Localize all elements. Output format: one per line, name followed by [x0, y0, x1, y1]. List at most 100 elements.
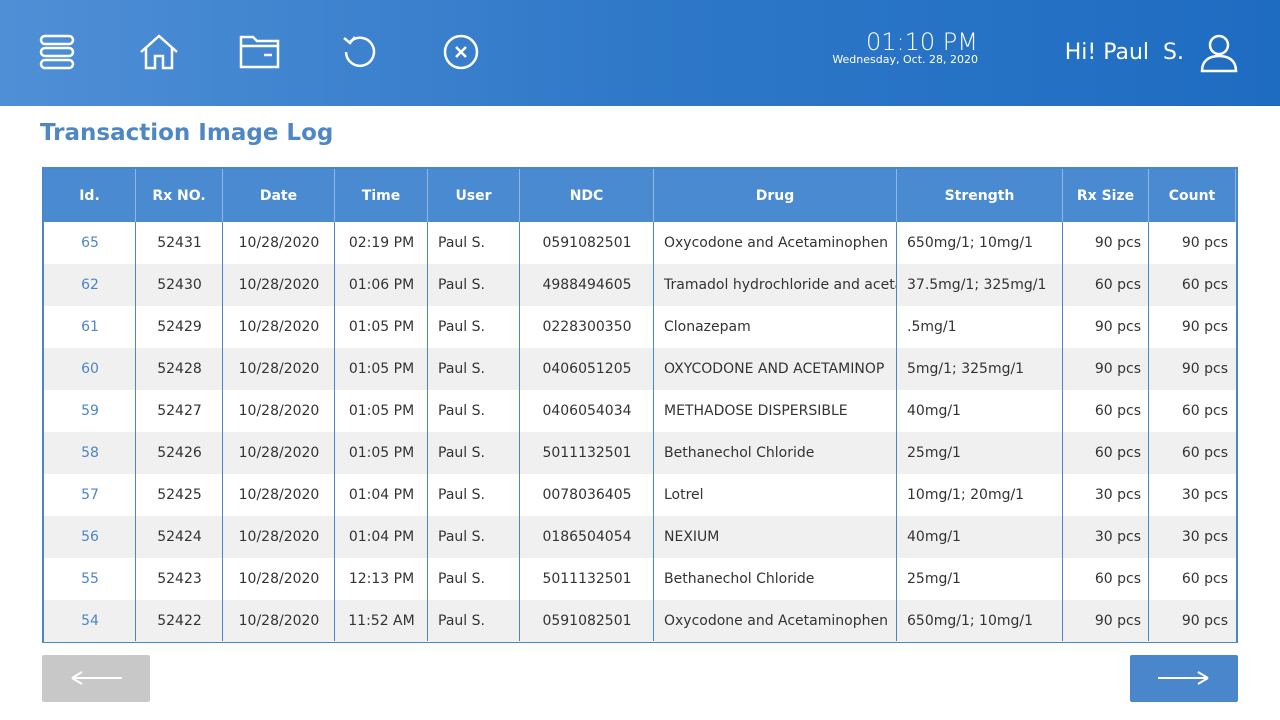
column-divider — [334, 222, 335, 641]
refresh-icon[interactable] — [340, 32, 380, 72]
menu-icon[interactable] — [38, 33, 78, 71]
table-row — [44, 432, 1236, 474]
table-cell: 0078036405 — [542, 487, 632, 503]
table-cell: Paul S. — [438, 277, 485, 293]
column-header: Date — [223, 169, 335, 222]
table-cell: 30 pcs — [1094, 487, 1141, 503]
next-button[interactable] — [1130, 655, 1238, 702]
column-header: User — [428, 169, 520, 222]
cancel-icon[interactable] — [442, 33, 482, 71]
table-cell: 650mg/1; 10mg/1 — [907, 235, 1033, 251]
table-cell: 60 pcs — [1181, 277, 1228, 293]
table-cell: 0591082501 — [542, 235, 632, 251]
table-cell: 10/28/2020 — [238, 403, 320, 419]
home-icon[interactable] — [138, 32, 180, 72]
top-bar: 01:10 PM Wednesday, Oct. 28, 2020 Hi! Pa… — [0, 0, 1280, 106]
table-cell: 52429 — [157, 319, 202, 335]
table-cell: Tramadol hydrochloride and acetam — [664, 277, 897, 293]
arrow-right — [1158, 671, 1209, 685]
table-row — [44, 348, 1236, 390]
table-cell: 52427 — [157, 403, 202, 419]
table-cell: 10/28/2020 — [238, 445, 320, 461]
table-cell: 60 pcs — [1094, 445, 1141, 461]
table-cell: 60 pcs — [1094, 571, 1141, 587]
table-cell: 12:13 PM — [348, 571, 415, 587]
table-cell: 30 pcs — [1094, 529, 1141, 545]
table-cell: 62 — [81, 277, 99, 293]
table-cell: 65 — [81, 235, 99, 251]
table-cell: 52422 — [157, 613, 202, 629]
column-divider — [427, 222, 428, 641]
folder-icon[interactable] — [238, 33, 282, 71]
column-header: Count — [1149, 169, 1236, 222]
table-cell: 58 — [81, 445, 99, 461]
table-cell: 01:05 PM — [348, 445, 415, 461]
column-header: Strength — [897, 169, 1063, 222]
table-cell: 61 — [81, 319, 99, 335]
table-cell: Paul S. — [438, 529, 485, 545]
arrow-left — [71, 671, 122, 685]
column-header: Drug — [654, 169, 897, 222]
table-cell: Paul S. — [438, 487, 485, 503]
column-header: Rx Size — [1063, 169, 1149, 222]
table-cell: Paul S. — [438, 445, 485, 461]
user-greeting: Hi! Paul S. — [1064, 40, 1184, 65]
table-cell: 52426 — [157, 445, 202, 461]
table-cell: 02:19 PM — [348, 235, 415, 251]
table-cell: 52425 — [157, 487, 202, 503]
table-cell: Paul S. — [438, 235, 485, 251]
table-cell: 90 pcs — [1094, 235, 1141, 251]
table-cell: 40mg/1 — [907, 529, 961, 545]
table-row — [44, 516, 1236, 558]
table-cell: 10/28/2020 — [238, 487, 320, 503]
clock-time: 01:10 PM — [866, 28, 978, 56]
table-cell: 5mg/1; 325mg/1 — [907, 361, 1025, 377]
table-cell: 650mg/1; 10mg/1 — [907, 613, 1033, 629]
table-cell: 10/28/2020 — [238, 235, 320, 251]
column-divider — [1148, 222, 1149, 641]
table-row — [44, 600, 1236, 642]
table-cell: 01:05 PM — [348, 403, 415, 419]
column-divider — [135, 222, 136, 641]
table-cell: 52423 — [157, 571, 202, 587]
table-cell: 30 pcs — [1181, 487, 1228, 503]
table-cell: 57 — [81, 487, 99, 503]
column-header: Id. — [44, 169, 136, 222]
table-cell: 30 pcs — [1181, 529, 1228, 545]
table-cell: 60 pcs — [1181, 445, 1228, 461]
table-cell: 10/28/2020 — [238, 277, 320, 293]
table-cell: 52431 — [157, 235, 202, 251]
table-cell: 10/28/2020 — [238, 529, 320, 545]
table-cell: 0406054034 — [542, 403, 632, 419]
table-cell: 60 pcs — [1094, 277, 1141, 293]
table-cell: Paul S. — [438, 361, 485, 377]
table-cell: 0228300350 — [542, 319, 632, 335]
table-cell: 60 pcs — [1181, 571, 1228, 587]
table-cell: Bethanechol Chloride — [664, 571, 815, 587]
table-cell: 01:04 PM — [348, 487, 415, 503]
table-cell: 25mg/1 — [907, 571, 961, 587]
table-cell: 52430 — [157, 277, 202, 293]
page-title: Transaction Image Log — [40, 120, 334, 146]
table-cell: 56 — [81, 529, 99, 545]
table-cell: 55 — [81, 571, 99, 587]
table-cell: 10/28/2020 — [238, 571, 320, 587]
table-cell: 5011132501 — [542, 571, 632, 587]
table-cell: 90 pcs — [1181, 361, 1228, 377]
column-divider — [896, 222, 897, 641]
log-table: Id. Rx NO. Date Time User NDC Drug Strength Rx S… — [42, 167, 1238, 643]
table-cell: 25mg/1 — [907, 445, 961, 461]
table-cell: 10/28/2020 — [238, 361, 320, 377]
table-cell: 10/28/2020 — [238, 613, 320, 629]
table-cell: Clonazepam — [664, 319, 751, 335]
table-cell: 10mg/1; 20mg/1 — [907, 487, 1025, 503]
table-row — [44, 474, 1236, 516]
table-cell: Oxycodone and Acetaminophen — [664, 613, 888, 629]
user-icon[interactable] — [1198, 32, 1240, 74]
table-cell: OXYCODONE AND ACETAMINOP — [664, 361, 885, 377]
table-cell: 01:05 PM — [348, 361, 415, 377]
table-cell: METHADOSE DISPERSIBLE — [664, 403, 848, 419]
table-cell: 0186504054 — [542, 529, 632, 545]
prev-button[interactable] — [42, 655, 150, 702]
